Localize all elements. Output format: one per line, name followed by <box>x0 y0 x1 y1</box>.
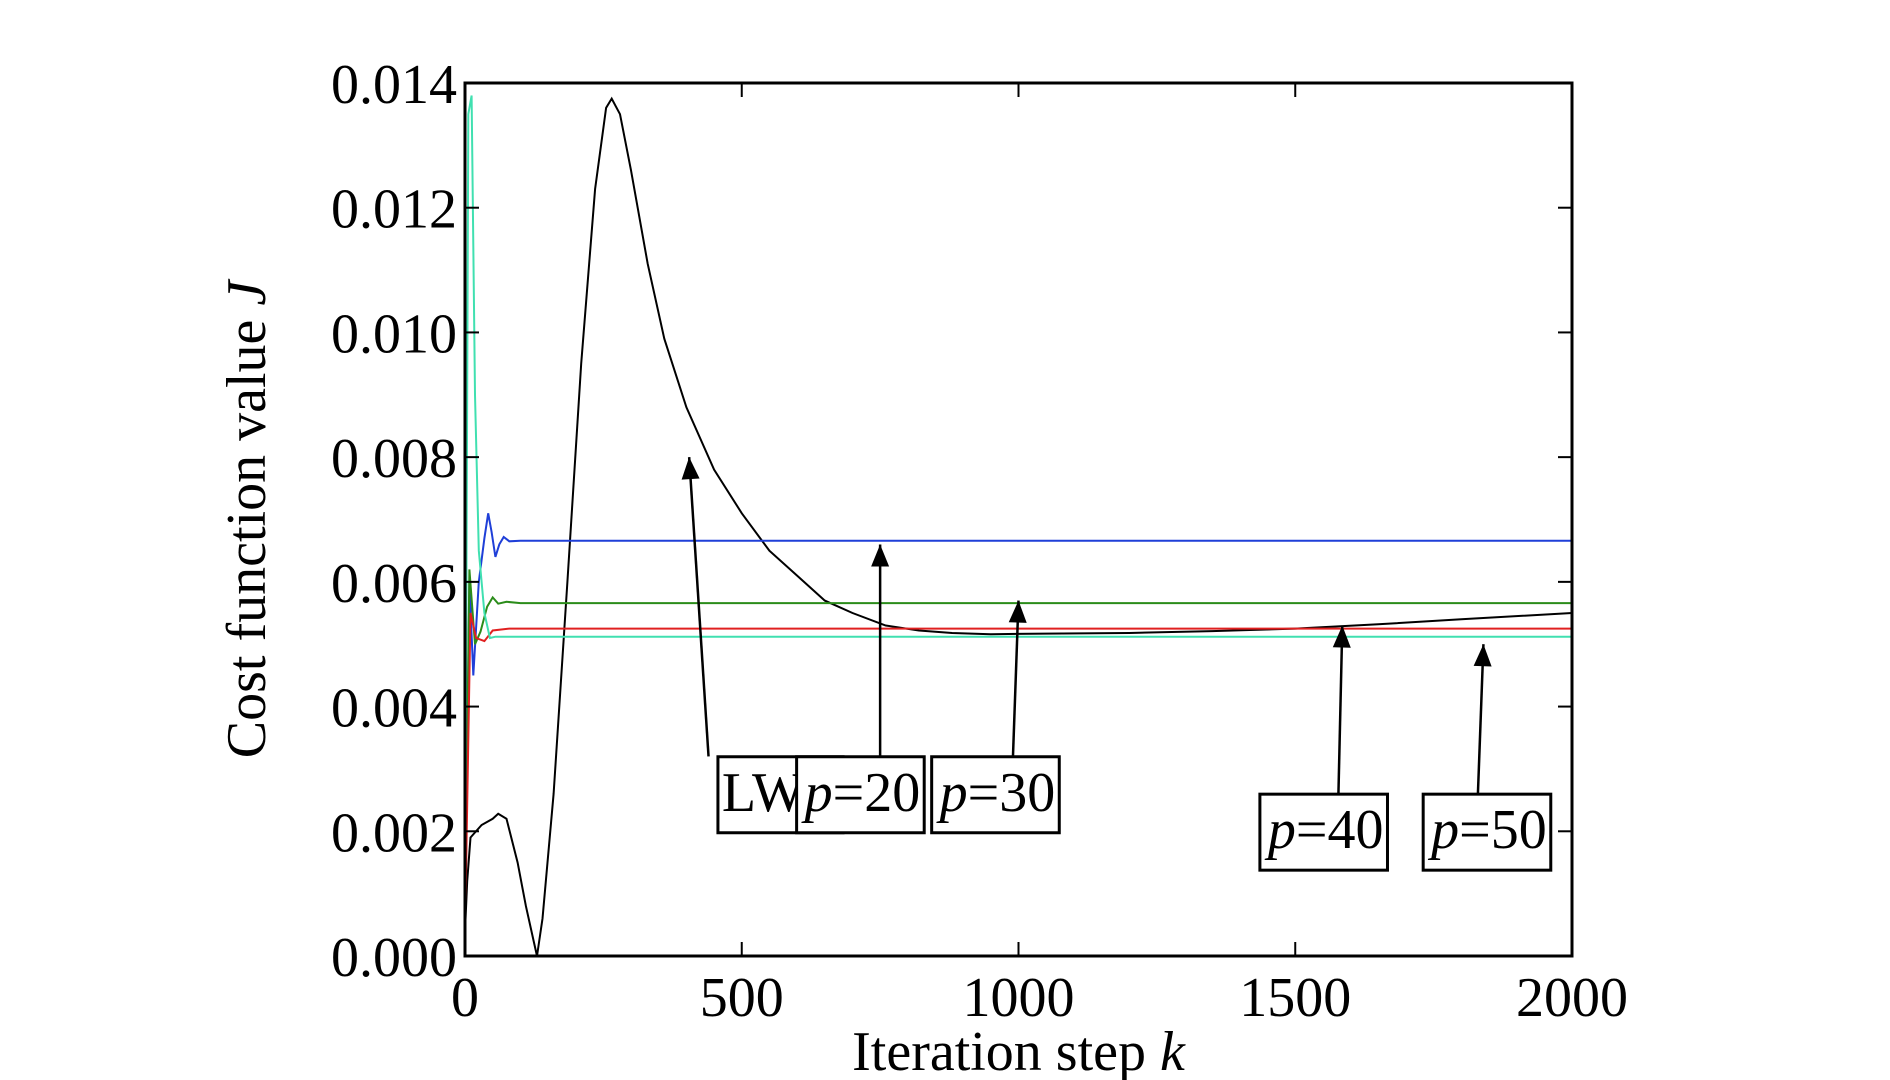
annotation-arrow <box>1476 644 1485 794</box>
annotation-arrowhead <box>1008 600 1027 623</box>
y-tick-label: 0.008 <box>331 428 457 490</box>
annotation-2: p=20 <box>795 544 926 835</box>
annotation-arrow <box>1011 600 1020 757</box>
annotation-box <box>930 755 1061 835</box>
x-tick-label: 500 <box>700 967 784 1029</box>
y-tick-label: 0.010 <box>331 303 457 365</box>
annotation-label: p=30 <box>936 762 1056 824</box>
annotation-arrowhead <box>1473 644 1492 667</box>
annotation-4: p=40 <box>1258 625 1389 872</box>
y-tick-label: 0.014 <box>331 54 457 116</box>
y-tick-label: 0.004 <box>331 678 457 740</box>
annotation-3: p=30 <box>930 600 1061 835</box>
y-tick-label: 0.002 <box>331 802 457 864</box>
ticks-layer: 0 500 1000 1500 2000 0.000 0.002 0.004 0.006 0.00… <box>331 54 1628 1029</box>
annotation-arrowhead <box>681 457 700 480</box>
series-line-4 <box>464 612 1572 932</box>
x-tick-label: 1000 <box>963 967 1075 1029</box>
series-line-3 <box>464 569 1572 925</box>
y-tick-label: 0.006 <box>331 553 457 615</box>
y-tick-label: 0.000 <box>331 927 457 989</box>
x-tick-label: 1500 <box>1239 967 1351 1029</box>
x-tick-label: 0 <box>451 967 479 1029</box>
annotation-arrowhead <box>1332 625 1351 648</box>
x-axis-title: Iteration step k <box>852 1021 1186 1080</box>
annotation-5: p=50 <box>1421 644 1553 872</box>
annotation-box <box>1421 792 1553 872</box>
annotation-box <box>795 755 926 835</box>
annotation-arrowhead <box>871 544 890 567</box>
annotation-label: p=20 <box>801 762 921 824</box>
x-tick-label: 2000 <box>1516 967 1628 1029</box>
series-line-2 <box>464 513 1572 925</box>
annotation-box <box>1258 792 1389 872</box>
annotation-arrow <box>687 457 710 757</box>
annotation-arrow <box>1337 625 1344 794</box>
series-line-5 <box>464 95 1572 938</box>
annotation-label: p=50 <box>1427 799 1547 861</box>
y-axis-title: Cost function value J <box>216 278 278 759</box>
y-tick-label: 0.012 <box>331 179 457 241</box>
annotation-label: p=40 <box>1264 799 1384 861</box>
